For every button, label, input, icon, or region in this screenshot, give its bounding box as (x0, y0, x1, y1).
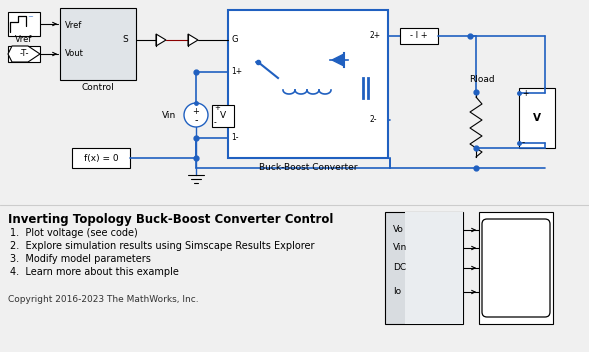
Text: 1-: 1- (231, 133, 239, 143)
Text: DC: DC (393, 264, 406, 272)
Text: Control: Control (82, 83, 114, 93)
Text: Vref: Vref (65, 21, 82, 31)
Bar (72, 148, 130, 168)
Text: 3.  Modify model parameters: 3. Modify model parameters (10, 254, 151, 264)
Text: Vout: Vout (65, 49, 84, 57)
Text: -: - (194, 115, 198, 125)
Text: Rload: Rload (469, 75, 495, 84)
Bar (8, 46, 40, 62)
Circle shape (184, 103, 208, 127)
Polygon shape (332, 54, 344, 66)
Bar (228, 10, 388, 158)
Text: -: - (522, 138, 525, 147)
Text: - I +: - I + (410, 31, 428, 40)
Text: V: V (533, 113, 541, 123)
Text: Vin: Vin (393, 244, 407, 252)
Text: f(x) = 0: f(x) = 0 (84, 153, 118, 163)
Text: -T-: -T- (19, 50, 29, 58)
Text: 1.  Plot voltage (see code): 1. Plot voltage (see code) (10, 228, 138, 238)
Text: +: + (214, 105, 220, 111)
Bar (400, 28, 438, 44)
Text: Vo: Vo (393, 226, 404, 234)
Text: 2-: 2- (370, 115, 378, 125)
Bar (405, 212, 463, 324)
Bar (8, 12, 40, 36)
Text: Copyright 2016-2023 The MathWorks, Inc.: Copyright 2016-2023 The MathWorks, Inc. (8, 295, 198, 304)
FancyBboxPatch shape (482, 219, 550, 317)
Text: Io: Io (393, 288, 401, 296)
Text: Buck-Boost Converter: Buck-Boost Converter (259, 163, 358, 172)
Text: 1+: 1+ (231, 68, 242, 76)
Text: Vin: Vin (162, 111, 176, 119)
Text: 2+: 2+ (370, 31, 381, 40)
Text: G: G (231, 36, 237, 44)
Bar (60, 8, 136, 80)
Text: +: + (193, 107, 200, 117)
Text: S: S (123, 36, 128, 44)
Text: -: - (214, 119, 217, 127)
Text: Vref: Vref (15, 34, 32, 44)
Polygon shape (156, 34, 166, 46)
Bar (212, 105, 234, 127)
Text: +: + (522, 88, 528, 98)
Text: ~: ~ (27, 14, 33, 20)
Bar (479, 212, 553, 324)
Bar (385, 212, 463, 324)
Polygon shape (8, 46, 40, 62)
Bar (519, 88, 555, 148)
Polygon shape (188, 34, 198, 46)
Text: Inverting Topology Buck-Boost Converter Control: Inverting Topology Buck-Boost Converter … (8, 213, 333, 226)
Text: V: V (220, 112, 226, 120)
Text: 2.  Explore simulation results using Simscape Results Explorer: 2. Explore simulation results using Sims… (10, 241, 315, 251)
Text: 4.  Learn more about this example: 4. Learn more about this example (10, 267, 179, 277)
